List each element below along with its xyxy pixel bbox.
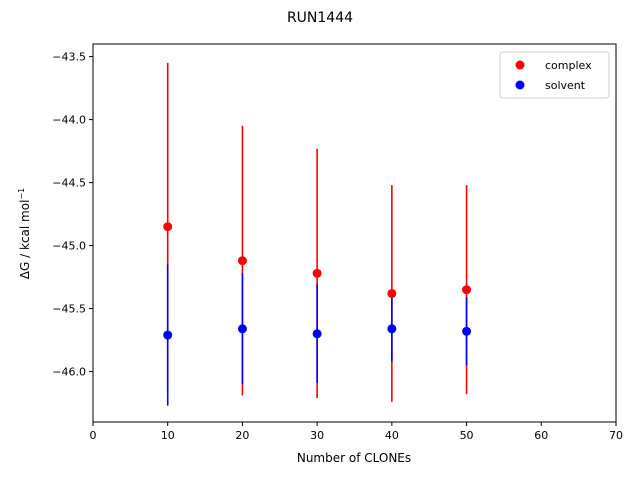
data-point-complex-0 <box>163 222 173 232</box>
y-axis-label-superscript: −1 <box>17 188 26 200</box>
y-axis-label: ΔG / kcal mol−1 <box>17 188 32 279</box>
y-tick-label-3: −44.5 <box>52 177 86 190</box>
x-tick-label-7: 70 <box>609 429 623 442</box>
x-tick-label-3: 30 <box>310 429 324 442</box>
legend-box <box>499 51 610 99</box>
data-point-solvent-3 <box>387 324 397 334</box>
data-point-solvent-0 <box>163 330 173 340</box>
data-point-solvent-2 <box>312 329 322 339</box>
data-point-complex-3 <box>387 288 397 298</box>
y-tick-label-5: −43.5 <box>52 51 86 64</box>
chart-title: RUN1444 <box>287 10 353 26</box>
data-point-solvent-1 <box>237 324 247 334</box>
x-tick-label-2: 20 <box>235 429 249 442</box>
y-tick-label-2: −45.0 <box>52 240 86 253</box>
legend-marker-complex <box>515 60 525 70</box>
data-point-complex-1 <box>237 256 247 266</box>
x-tick-label-1: 10 <box>161 429 175 442</box>
x-tick-label-4: 40 <box>385 429 399 442</box>
plot-frame <box>92 43 617 423</box>
x-axis-label: Number of CLONEs <box>297 451 411 465</box>
data-point-complex-2 <box>312 268 322 278</box>
legend: complex solvent <box>499 51 610 99</box>
x-tick-label-6: 60 <box>534 429 548 442</box>
legend-label-complex: complex <box>545 59 592 72</box>
y-tick-label-1: −45.5 <box>52 303 86 316</box>
legend-label-solvent: solvent <box>545 79 586 92</box>
x-tick-label-0: 0 <box>90 429 97 442</box>
y-tick-label-0: −46.0 <box>52 366 86 379</box>
data-point-complex-4 <box>462 285 472 295</box>
plot-area: 0 10 20 30 40 50 60 70 −46.0 −45.5 −45.0 −44.5 −44.0… <box>52 43 623 442</box>
y-tick-label-4: −44.0 <box>52 114 86 127</box>
x-tick-label-5: 50 <box>460 429 474 442</box>
legend-marker-solvent <box>515 80 525 90</box>
y-axis-label-main: ΔG / kcal mol <box>18 200 32 280</box>
data-point-solvent-4 <box>462 326 472 336</box>
